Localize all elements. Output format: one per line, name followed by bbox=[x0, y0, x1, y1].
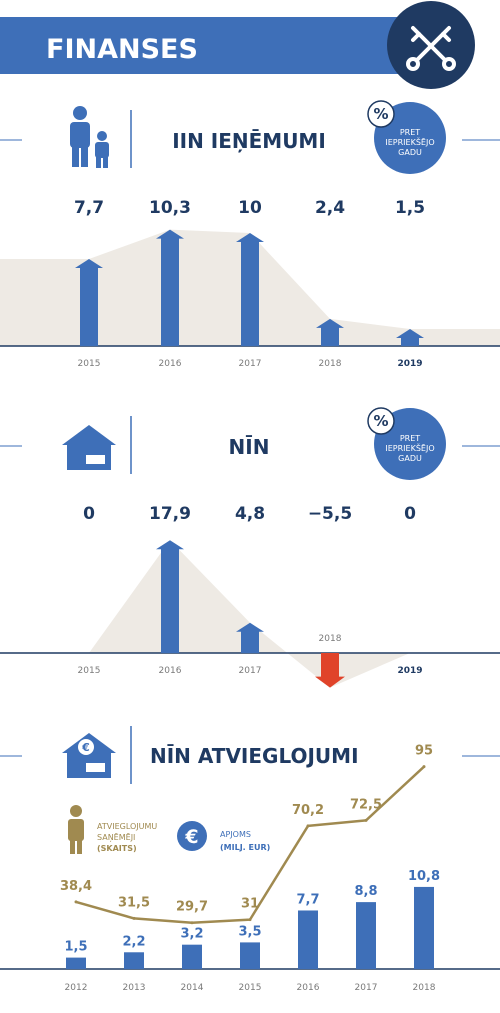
iin-bar-2019 bbox=[396, 329, 424, 346]
nin-value-2018: −5,5 bbox=[308, 504, 352, 524]
legend-volume: € APJOMS (MILJ. EUR) bbox=[177, 821, 270, 852]
house-euro-icon: € bbox=[62, 733, 116, 778]
relief-count-label-2013: 31,5 bbox=[118, 895, 150, 910]
relief-count-label-2015: 31 bbox=[241, 897, 259, 912]
relief-volume-bar-2015 bbox=[240, 942, 260, 969]
section3-title: NĪN ATVIEGLOJUMI bbox=[150, 744, 359, 768]
relief-volume-bar-2016 bbox=[298, 910, 318, 969]
iin-chart: 7,7 2015 10,3 2016 10 2017 2,4 2018 1,5 2019 bbox=[0, 198, 500, 369]
section2-title: NĪN bbox=[229, 435, 270, 459]
relief-volume-label-2018: 10,8 bbox=[408, 869, 440, 884]
family-icon bbox=[70, 106, 109, 168]
house-icon bbox=[62, 425, 116, 470]
badge-line1: PRET bbox=[400, 128, 420, 137]
iin-value-2019: 1,5 bbox=[395, 198, 425, 218]
badge2-line3: GADU bbox=[398, 454, 422, 463]
euro-icon-symbol: € bbox=[184, 826, 198, 848]
badge-line3: GADU bbox=[398, 148, 422, 157]
relief-count-point-2018 bbox=[422, 765, 426, 769]
relief-year-2017: 2017 bbox=[355, 983, 378, 993]
relief-count-label-2017: 72,5 bbox=[350, 797, 382, 812]
badge-vs-previous-year: % PRET IEPRIEKŠĒJO GADU bbox=[367, 100, 446, 174]
nin-chart: 0 2015 17,9 2016 4,8 2017 −5,5 2018 0 2019 bbox=[0, 504, 500, 688]
relief-volume-label-2013: 2,2 bbox=[122, 934, 145, 949]
iin-year-2018: 2018 bbox=[319, 359, 342, 369]
nin-bar-2017 bbox=[236, 622, 264, 653]
iin-bar-2016 bbox=[156, 229, 184, 346]
iin-year-2016: 2016 bbox=[159, 359, 182, 369]
nin-value-2019: 0 bbox=[404, 504, 416, 524]
iin-year-2015: 2015 bbox=[78, 359, 101, 369]
legend-count: ATVIEGLOJUMU SAŅĒMĒJI (SKAITS) bbox=[68, 805, 157, 854]
badge2-line1: PRET bbox=[400, 434, 420, 443]
relief-volume-label-2015: 3,5 bbox=[238, 924, 261, 939]
iin-bar-2017 bbox=[236, 233, 264, 346]
relief-volume-label-2017: 8,8 bbox=[354, 884, 377, 899]
badge-line2: IEPRIEKŠĒJO bbox=[385, 136, 434, 147]
nin-year-2016: 2016 bbox=[159, 666, 182, 676]
relief-year-2015: 2015 bbox=[239, 983, 262, 993]
section1-title: IIN IEŅĒMUMI bbox=[172, 129, 326, 153]
relief-volume-label-2014: 3,2 bbox=[180, 927, 203, 942]
nin-year-2017: 2017 bbox=[239, 666, 262, 676]
crossed-keys-icon bbox=[406, 26, 456, 71]
iin-year-2017: 2017 bbox=[239, 359, 262, 369]
relief-volume-bar-2014 bbox=[182, 944, 202, 969]
percent-icon: % bbox=[373, 105, 388, 123]
relief-count-point-2014 bbox=[190, 921, 194, 925]
percent-icon-2: % bbox=[373, 412, 388, 430]
badge2-line2: IEPRIEKŠĒJO bbox=[385, 442, 434, 453]
keys-emblem bbox=[387, 1, 475, 89]
iin-bar-2018 bbox=[316, 318, 344, 346]
relief-volume-bar-2012 bbox=[66, 957, 86, 969]
relief-volume-bar-2018 bbox=[414, 886, 434, 969]
iin-year-2019: 2019 bbox=[397, 359, 422, 369]
nin-year-2019: 2019 bbox=[397, 666, 422, 676]
legend-volume-line1: APJOMS bbox=[220, 830, 251, 839]
iin-value-2017: 10 bbox=[238, 198, 262, 218]
relief-volume-label-2016: 7,7 bbox=[296, 892, 319, 907]
relief-year-2016: 2016 bbox=[297, 983, 320, 993]
relief-year-2014: 2014 bbox=[181, 983, 204, 993]
relief-year-2013: 2013 bbox=[123, 983, 146, 993]
nin-value-2016: 17,9 bbox=[149, 504, 191, 524]
house-euro-symbol: € bbox=[81, 741, 90, 754]
relief-count-label-2012: 38,4 bbox=[60, 879, 92, 894]
header-band bbox=[0, 17, 420, 74]
relief-chart: 1,5 2012 2,2 2013 3,2 2014 3,5 2015 7,7 2016 8,8 20… bbox=[0, 744, 500, 993]
badge-vs-previous-year-2: % PRET IEPRIEKŠĒJO GADU bbox=[367, 407, 446, 480]
legend-count-line3: (SKAITS) bbox=[97, 844, 137, 853]
relief-count-label-2016: 70,2 bbox=[292, 803, 324, 818]
relief-count-point-2013 bbox=[132, 916, 136, 920]
iin-value-2016: 10,3 bbox=[149, 198, 191, 218]
nin-value-2017: 4,8 bbox=[235, 504, 265, 524]
relief-year-2018: 2018 bbox=[413, 983, 436, 993]
relief-volume-label-2012: 1,5 bbox=[64, 940, 87, 955]
nin-year-2018: 2018 bbox=[319, 634, 342, 644]
relief-count-label-2014: 29,7 bbox=[176, 900, 208, 915]
relief-count-point-2012 bbox=[74, 900, 78, 904]
iin-value-2015: 7,7 bbox=[74, 198, 104, 218]
relief-count-point-2016 bbox=[306, 824, 310, 828]
legend-count-line2: SAŅĒMĒJI bbox=[97, 832, 135, 843]
legend-volume-line2: (MILJ. EUR) bbox=[220, 843, 270, 852]
person-icon bbox=[68, 805, 84, 854]
iin-bar-2015 bbox=[75, 258, 103, 346]
legend-count-line1: ATVIEGLOJUMU bbox=[97, 822, 157, 831]
relief-volume-bar-2017 bbox=[356, 902, 376, 969]
relief-year-2012: 2012 bbox=[65, 983, 88, 993]
relief-count-point-2017 bbox=[364, 818, 368, 822]
nin-bar-2016 bbox=[156, 540, 184, 653]
relief-volume-bar-2013 bbox=[124, 952, 144, 969]
nin-bar-2018 bbox=[315, 653, 345, 688]
relief-count-label-2018: 95 bbox=[415, 744, 433, 759]
iin-value-2018: 2,4 bbox=[315, 198, 345, 218]
relief-count-point-2015 bbox=[248, 918, 252, 922]
page-title: FINANSES bbox=[46, 34, 198, 65]
nin-year-2015: 2015 bbox=[78, 666, 101, 676]
euro-icon bbox=[177, 821, 207, 851]
nin-value-2015: 0 bbox=[83, 504, 95, 524]
